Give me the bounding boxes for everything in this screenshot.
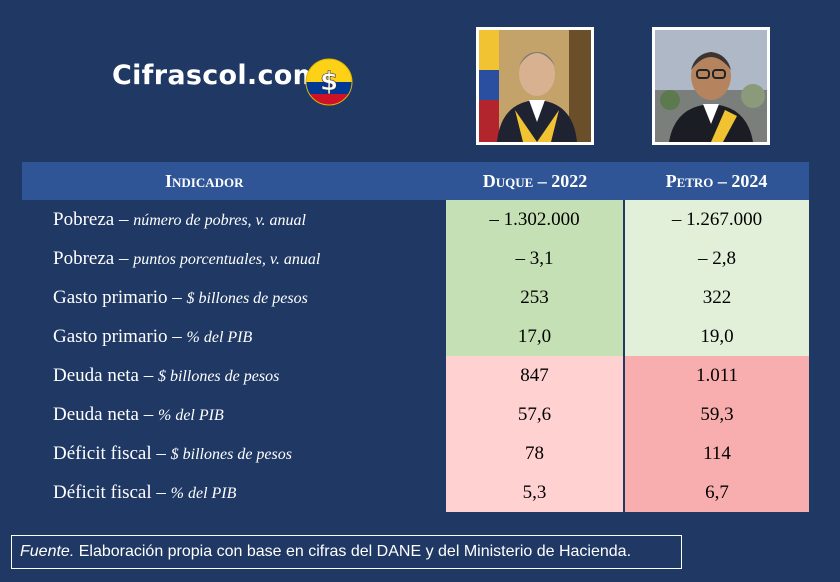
row-unit: número de pobres, v. anual — [133, 211, 306, 229]
row-unit: % del PIB — [170, 484, 237, 502]
row-indicator: Deuda neta — [53, 403, 139, 425]
row-label: Deuda neta – % del PIB — [53, 403, 224, 425]
row-label: Deuda neta – $ billones de pesos — [53, 364, 280, 386]
row-indicator: Déficit fiscal — [53, 442, 152, 464]
source-text: Elaboración propia con base en cifras de… — [74, 543, 632, 560]
cell-petro: 322 — [624, 278, 809, 317]
cell-petro: 1.011 — [624, 356, 809, 395]
cell-duque: 5,3 — [446, 473, 625, 512]
row-unit: $ billones de pesos — [157, 367, 280, 385]
row-indicator: Pobreza — [53, 247, 115, 269]
cell-petro: 114 — [624, 434, 809, 473]
row-unit: puntos porcentuales, v. anual — [133, 250, 321, 268]
source-label: Fuente. — [20, 543, 75, 560]
table-row: Deuda neta – $ billones de pesos 847 1.0… — [22, 356, 809, 395]
cell-petro: 19,0 — [624, 317, 809, 356]
header-duque: Duque – 2022 — [446, 162, 624, 200]
table-row: Pobreza – puntos porcentuales, v. anual … — [22, 239, 809, 278]
row-label: Gasto primario – % del PIB — [53, 325, 253, 347]
cell-petro: – 1.267.000 — [624, 200, 809, 239]
table-row: Gasto primario – $ billones de pesos 253… — [22, 278, 809, 317]
cell-duque: 17,0 — [446, 317, 625, 356]
portrait-petro — [652, 27, 770, 145]
row-label: Déficit fiscal – % del PIB — [53, 481, 237, 503]
row-label: Pobreza – puntos porcentuales, v. anual — [53, 247, 321, 269]
row-indicator: Déficit fiscal — [53, 481, 152, 503]
cell-petro: – 2,8 — [624, 239, 809, 278]
cell-duque: – 3,1 — [446, 239, 625, 278]
cell-duque: 253 — [446, 278, 625, 317]
dollar-sign-icon: $ — [320, 67, 338, 97]
row-label: Déficit fiscal – $ billones de pesos — [53, 442, 292, 464]
row-indicator: Gasto primario — [53, 286, 168, 308]
cell-duque: 847 — [446, 356, 625, 395]
cell-duque: – 1.302.000 — [446, 200, 625, 239]
row-unit: $ billones de pesos — [186, 289, 308, 307]
table-row: Deuda neta – % del PIB 57,6 59,3 — [22, 395, 809, 434]
cell-duque: 78 — [446, 434, 625, 473]
row-unit: $ billones de pesos — [170, 445, 292, 463]
portrait-duque — [476, 27, 594, 145]
table-row: Pobreza – número de pobres, v. anual – 1… — [22, 200, 809, 239]
row-indicator: Pobreza — [53, 208, 115, 230]
cell-petro: 59,3 — [624, 395, 809, 434]
brand-logo-text: Cifrascol.com — [112, 60, 322, 91]
row-unit: % del PIB — [157, 406, 224, 424]
row-label: Gasto primario – $ billones de pesos — [53, 286, 308, 308]
table-row: Déficit fiscal – $ billones de pesos 78 … — [22, 434, 809, 473]
table-header-row: Indicador Duque – 2022 Petro – 2024 — [22, 162, 809, 200]
header-petro: Petro – 2024 — [624, 162, 809, 200]
row-unit: % del PIB — [186, 328, 253, 346]
header-indicador: Indicador — [22, 162, 446, 200]
row-label: Pobreza – número de pobres, v. anual — [53, 208, 306, 230]
cell-duque: 57,6 — [446, 395, 625, 434]
row-indicator: Deuda neta — [53, 364, 139, 386]
indicators-table: Indicador Duque – 2022 Petro – 2024 Pobr… — [22, 162, 809, 512]
table-row: Déficit fiscal – % del PIB 5,3 6,7 — [22, 473, 809, 512]
table-row: Gasto primario – % del PIB 17,0 19,0 — [22, 317, 809, 356]
cell-petro: 6,7 — [624, 473, 809, 512]
colombia-flag-coin-icon: $ — [305, 58, 353, 106]
row-indicator: Gasto primario — [53, 325, 168, 347]
source-note: Fuente. Elaboración propia con base en c… — [11, 535, 682, 569]
